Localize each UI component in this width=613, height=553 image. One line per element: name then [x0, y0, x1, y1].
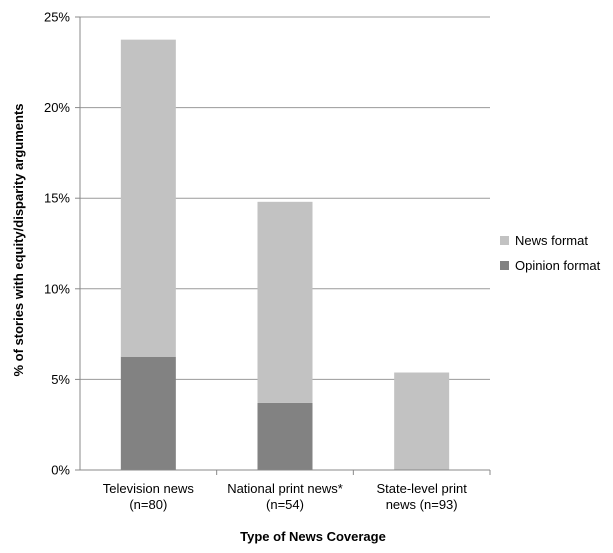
bar-opinion-format	[257, 402, 313, 470]
bar-news-format	[257, 201, 313, 403]
bar-news-format	[120, 39, 176, 357]
legend-swatch	[500, 261, 509, 270]
x-tick-label: State-level print news (n=93)	[377, 481, 468, 512]
legend-swatch	[500, 236, 509, 245]
bar-opinion-format	[120, 356, 176, 470]
axes: 0% 5% 10% 15% 20% 25% Television news (n=80) Nat…	[44, 10, 491, 512]
x-tick-label: Television news (n=80)	[103, 481, 195, 512]
y-axis-title: % of stories with equity/disparity argum…	[11, 103, 26, 376]
y-tick-label: 25%	[44, 10, 70, 25]
y-tick-label: 0%	[51, 463, 70, 478]
bar-news-format	[394, 372, 450, 470]
y-tick-label: 20%	[44, 100, 70, 115]
legend: News format Opinion format	[500, 233, 601, 273]
x-tick-label: National print news* (n=54)	[227, 481, 343, 512]
x-axis-title: Type of News Coverage	[240, 529, 386, 544]
bars	[120, 39, 450, 470]
y-tick-label: 5%	[51, 372, 70, 387]
legend-label: News format	[515, 233, 588, 248]
y-tick-label: 15%	[44, 191, 70, 206]
legend-label: Opinion format	[515, 258, 601, 273]
y-tick-label: 10%	[44, 281, 70, 296]
